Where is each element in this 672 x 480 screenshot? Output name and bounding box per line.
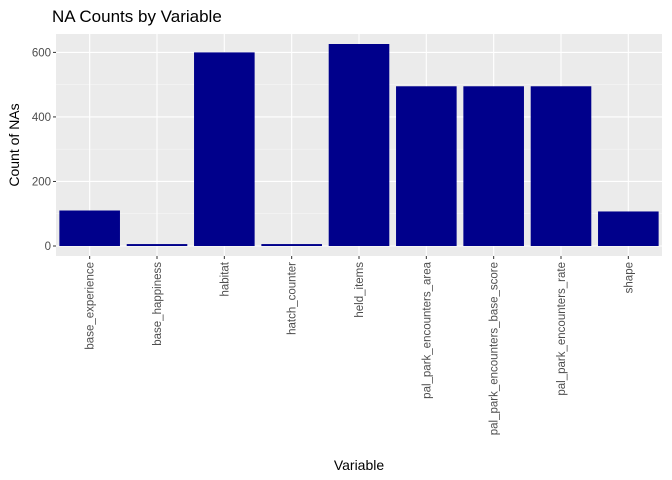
bar-base_happiness (126, 244, 188, 246)
x-tick-label: base_happiness (152, 262, 164, 346)
bars (59, 44, 659, 246)
x-tick-label: pal_park_encounters_area (421, 261, 433, 398)
x-axis-ticks: base_experience base_happiness habitat hatc… (85, 256, 635, 435)
x-tick-label: base_experience (85, 262, 97, 350)
y-axis-title: Count of NAs (6, 103, 22, 186)
bar-habitat (194, 52, 255, 246)
bar-pal_park_encounters_base_score (463, 86, 524, 246)
bar-pal_park_encounters_rate (530, 86, 592, 246)
x-tick-label: shape (623, 262, 635, 293)
bar-pal_park_encounters_area (396, 86, 457, 246)
bar-hatch_counter (261, 244, 322, 246)
x-tick-label: held_items (354, 262, 366, 318)
y-tick-label: 600 (32, 47, 51, 59)
x-axis-title: Variable (334, 457, 385, 473)
bar-held_items (328, 44, 390, 246)
bar-base_experience (59, 210, 120, 246)
y-tick-label: 400 (32, 112, 51, 124)
x-tick-label: pal_park_encounters_base_score (489, 262, 501, 435)
y-tick-label: 200 (32, 176, 51, 188)
chart-title: NA Counts by Variable (52, 7, 222, 26)
y-tick-label: 0 (45, 241, 51, 253)
x-tick-label: pal_park_encounters_rate (556, 262, 568, 396)
bar-shape (598, 211, 659, 246)
x-tick-label: habitat (219, 261, 231, 296)
x-tick-label: hatch_counter (287, 262, 299, 335)
y-axis-ticks: 0 200 400 600 (32, 47, 56, 253)
